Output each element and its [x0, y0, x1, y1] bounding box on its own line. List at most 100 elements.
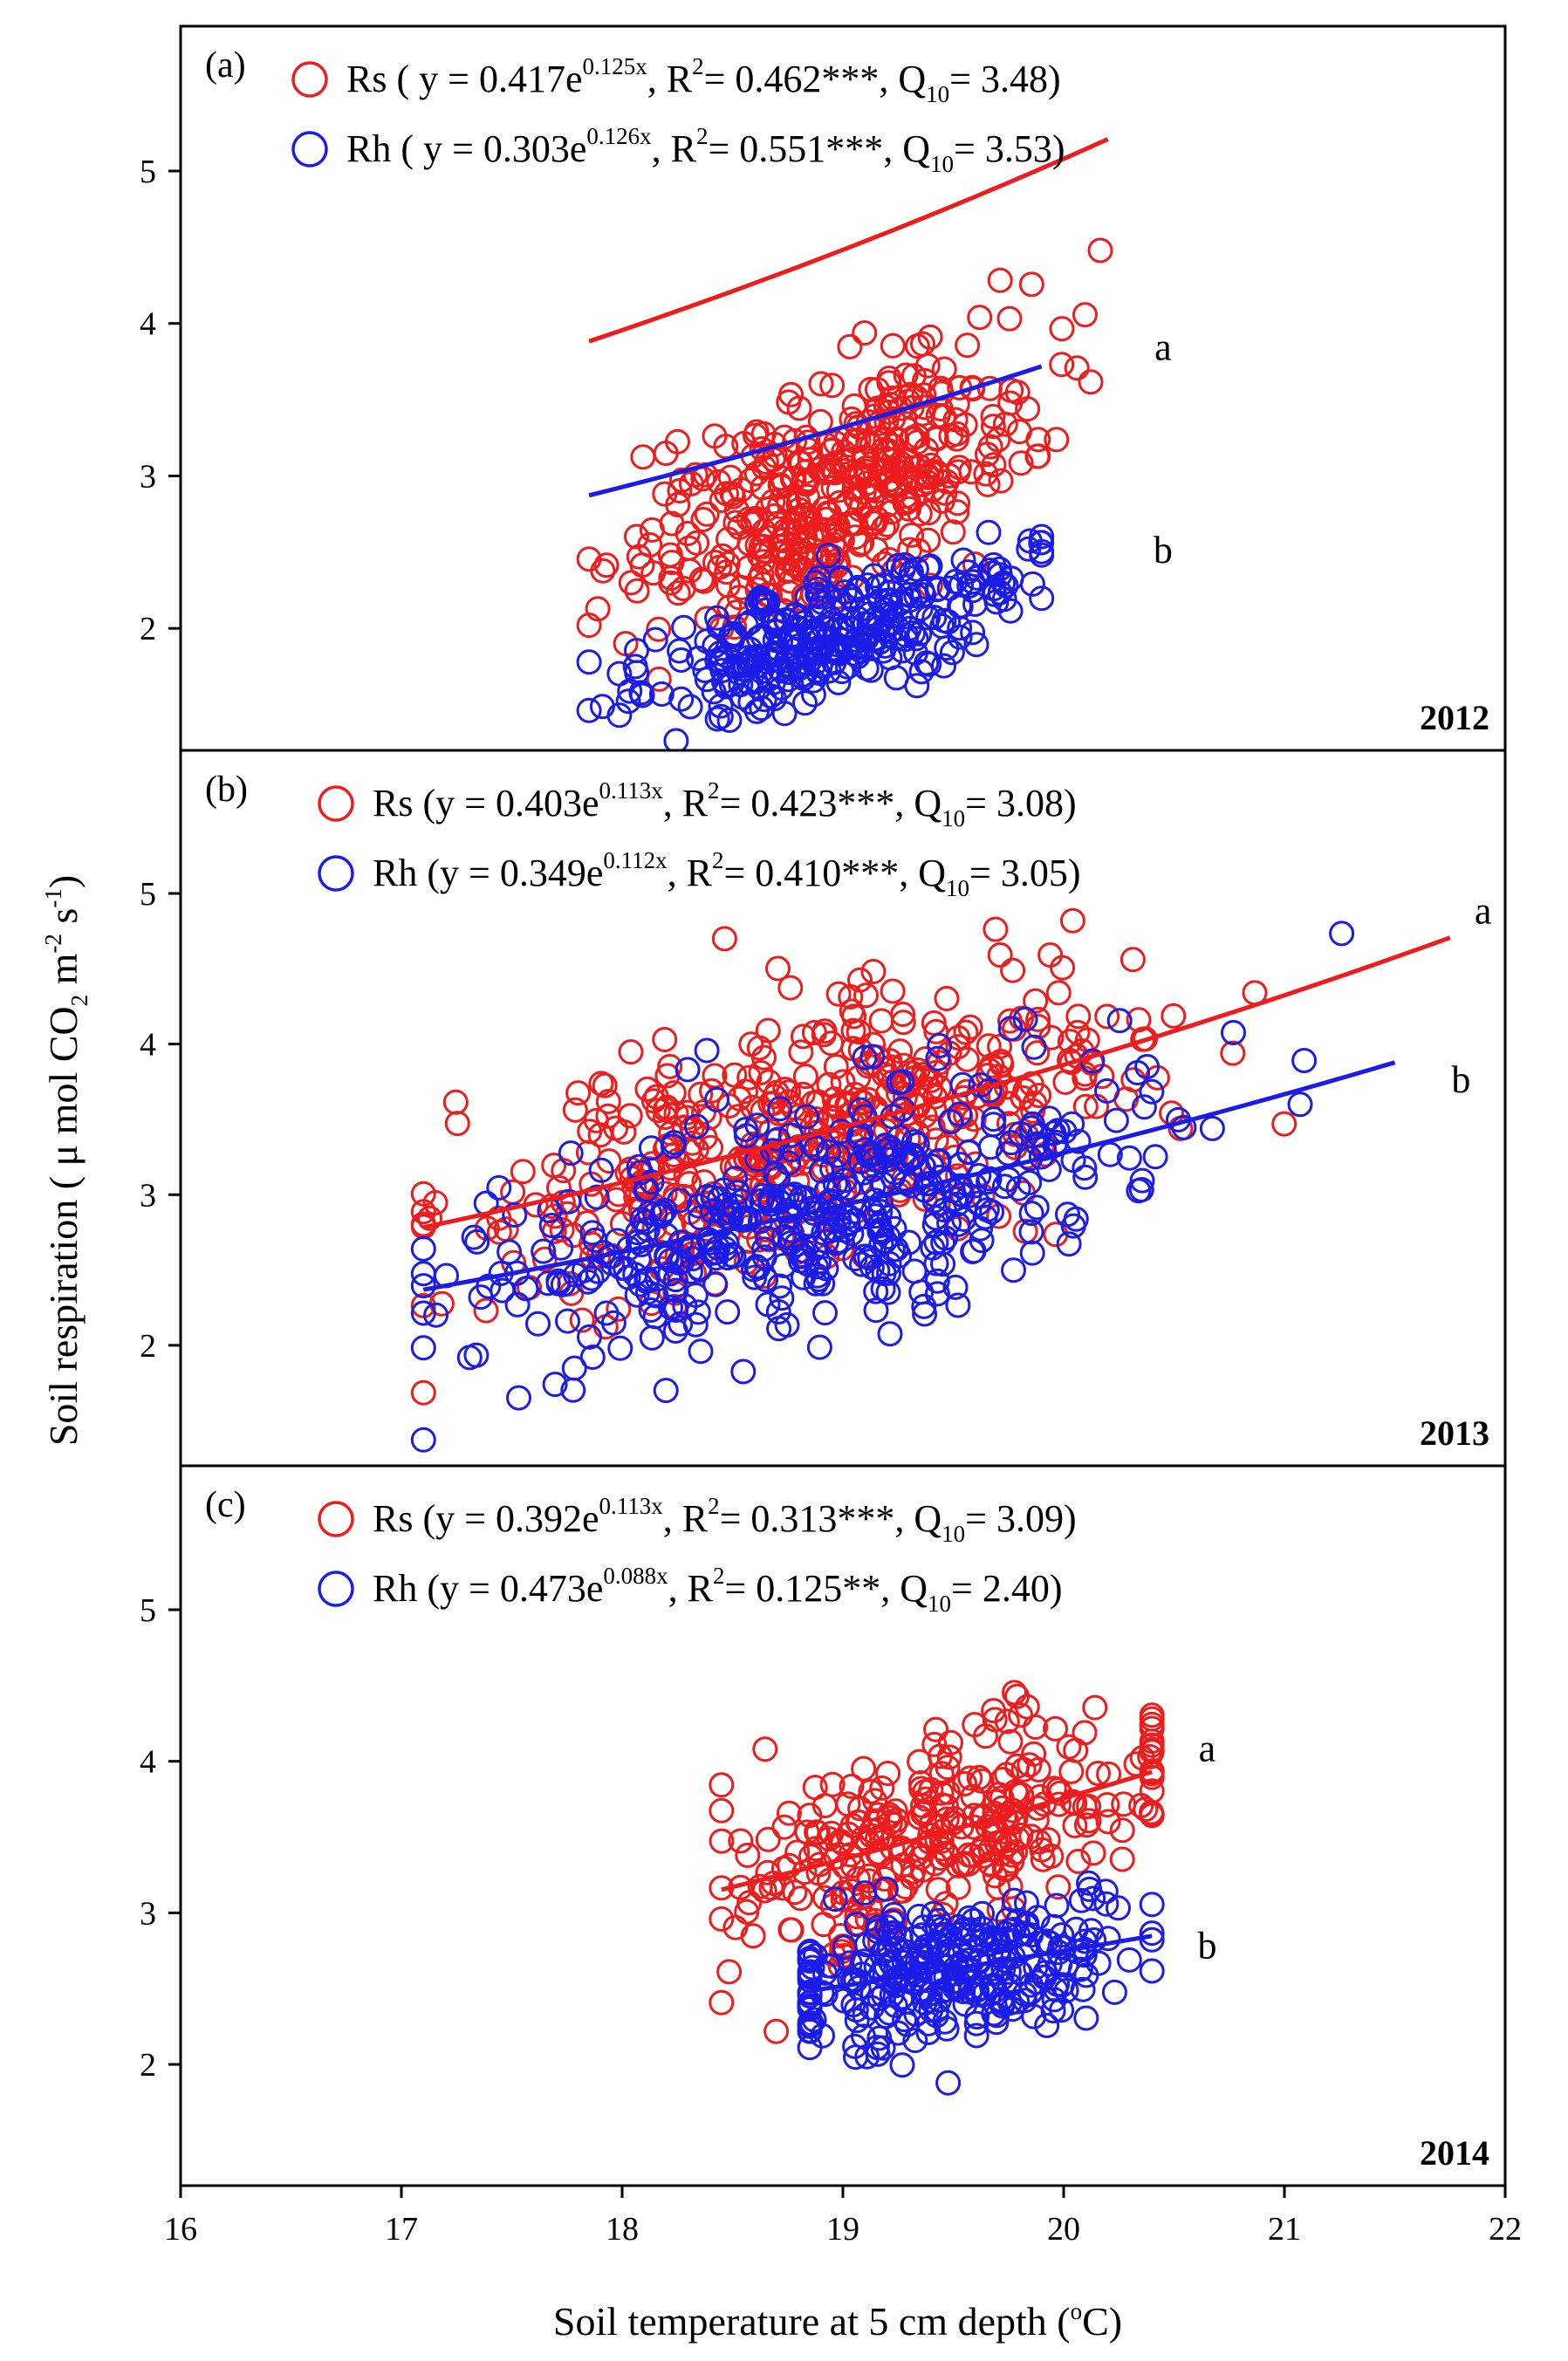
rs-point	[876, 370, 902, 396]
rh-point	[877, 1321, 903, 1347]
rh-point	[911, 1914, 937, 1940]
rs-point	[1044, 427, 1070, 453]
rs-point	[823, 1054, 849, 1079]
rs-legend-marker	[318, 1501, 354, 1537]
rh-point	[797, 1968, 823, 1993]
rh-point	[724, 1180, 750, 1206]
rh-point	[866, 2025, 893, 2051]
rs-point	[646, 666, 672, 692]
rh-point	[1063, 1206, 1089, 1232]
rh-point	[628, 680, 654, 706]
rs-point	[911, 382, 937, 408]
group-label-b: b	[1197, 1924, 1216, 1967]
rs-point	[980, 403, 1006, 429]
rh-point	[1072, 1164, 1099, 1190]
rs-point	[579, 1231, 604, 1257]
rh-point	[704, 1086, 729, 1112]
rh-point	[1034, 2013, 1060, 2038]
rs-point	[915, 500, 941, 526]
rh-point	[993, 572, 1019, 599]
rh-point	[1094, 1078, 1120, 1104]
rs-point	[760, 1091, 786, 1117]
rh-point	[786, 633, 812, 659]
rs-point	[646, 616, 672, 642]
rh-point	[504, 1291, 531, 1317]
rh-point	[832, 579, 858, 606]
rh-point	[490, 1277, 516, 1304]
rs-point	[1139, 1799, 1164, 1825]
panel-2014: 2 3 4 5 (c) 2014 Rs (y = 0.392e0.113x, R2= 0.3…	[140, 1464, 1507, 2187]
rs-point	[618, 1039, 644, 1065]
rh-point	[873, 587, 900, 613]
rs-point	[957, 1765, 983, 1791]
rs-point	[1109, 1817, 1135, 1844]
rs-point	[709, 1906, 735, 1932]
rs-point	[1012, 1078, 1038, 1104]
rs-point	[735, 1842, 761, 1868]
rh-point	[931, 653, 957, 679]
rs-point	[1078, 369, 1104, 395]
rh-point	[778, 1225, 805, 1251]
rs-point	[1050, 955, 1076, 981]
rs-point	[811, 1022, 837, 1048]
rh-point	[576, 697, 602, 723]
rh-point	[682, 1311, 709, 1338]
rh-point	[998, 1130, 1024, 1156]
group-label-b: b	[1451, 1058, 1470, 1101]
rs-fit-line	[588, 137, 1109, 344]
rs-point	[862, 1808, 888, 1834]
rs-point	[957, 1014, 983, 1040]
rh-point	[832, 1934, 858, 1961]
rs-point	[782, 428, 808, 454]
rh-point	[525, 1311, 551, 1337]
rs-point	[630, 444, 656, 470]
rh-point	[615, 688, 641, 715]
rs-point	[659, 510, 685, 537]
rs-point	[907, 1749, 933, 1775]
rs-point	[776, 489, 802, 516]
rh-point	[1013, 1913, 1039, 1939]
rh-point	[700, 1198, 725, 1224]
rh-point	[892, 1968, 918, 1994]
rs-point	[1023, 1714, 1049, 1740]
rs-point	[736, 1064, 763, 1091]
rs-point	[819, 373, 846, 399]
rs-point	[893, 362, 919, 388]
rh-point	[985, 1926, 1011, 1953]
rs-point	[717, 464, 743, 490]
rs-point	[1038, 1843, 1065, 1869]
rh-point	[981, 1106, 1007, 1133]
rh-point	[1017, 1972, 1044, 1998]
rh-point	[1001, 1257, 1026, 1283]
rs-point	[702, 550, 728, 576]
rh-point	[939, 640, 965, 666]
group-label-b: b	[1154, 529, 1173, 571]
rh-point	[577, 1324, 602, 1350]
rs-point	[1008, 450, 1034, 476]
rh-point	[956, 573, 983, 599]
rs-point	[1072, 1720, 1098, 1746]
rs-point	[709, 1828, 735, 1854]
rh-point	[942, 1274, 969, 1300]
plot-area	[410, 907, 1451, 1453]
rs-point	[882, 1798, 908, 1824]
rh-point	[997, 598, 1024, 624]
rh-point	[579, 1265, 605, 1291]
rs-point	[921, 1096, 948, 1122]
rh-point	[854, 2043, 880, 2070]
rh-point	[927, 1033, 953, 1058]
rs-point	[733, 1078, 758, 1105]
rs-point	[841, 1003, 867, 1030]
rh-point	[757, 1187, 784, 1214]
rs-point	[1015, 396, 1041, 422]
rh-point	[625, 1220, 651, 1246]
rs-point	[1094, 1792, 1120, 1817]
rs-point	[776, 1800, 802, 1826]
rs-point	[913, 1046, 939, 1072]
rh-point	[827, 640, 853, 667]
rs-point	[983, 1789, 1009, 1815]
rh-point	[947, 1101, 973, 1127]
rh-point	[885, 2020, 911, 2046]
rh-point	[822, 1886, 848, 1913]
